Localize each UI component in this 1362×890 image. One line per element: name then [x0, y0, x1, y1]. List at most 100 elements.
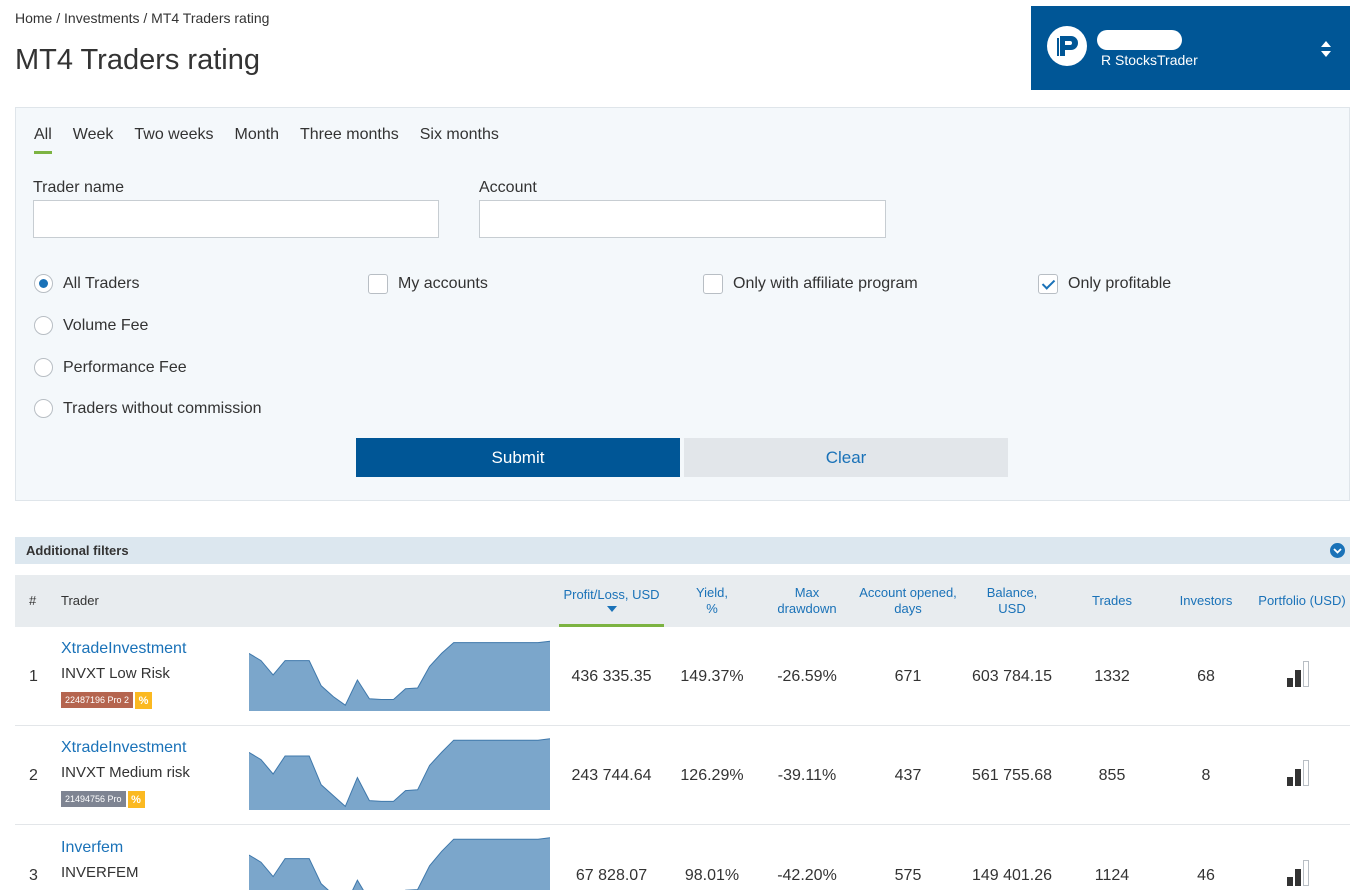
- checkbox[interactable]: [703, 274, 723, 294]
- radio-label: Traders without commission: [63, 399, 262, 417]
- submit-button[interactable]: Submit: [356, 438, 680, 477]
- balance-value: 603 784.15: [971, 668, 1053, 685]
- profit-sparkline: [249, 738, 550, 810]
- col-opened-line2: days: [894, 601, 922, 616]
- trader-name-link[interactable]: Inverfem: [61, 839, 124, 856]
- radio-button[interactable]: [34, 399, 53, 418]
- trader-name-link[interactable]: XtradeInvestment: [61, 640, 187, 657]
- trader-name-label: Trader name: [33, 179, 124, 196]
- yield-value: 98.01%: [684, 867, 740, 884]
- checkbox[interactable]: [1038, 274, 1058, 294]
- checkbox-label: My accounts: [398, 275, 488, 292]
- trader-strategy: INVXT Low Risk: [61, 665, 170, 682]
- row-rank: 3: [29, 867, 38, 884]
- trader-name-input[interactable]: [33, 200, 439, 238]
- clear-button[interactable]: Clear: [684, 438, 1008, 477]
- breadcrumb[interactable]: Home / Investments / MT4 Traders rating: [15, 10, 270, 26]
- checkbox-label: Only profitable: [1068, 275, 1172, 292]
- trader-name-link[interactable]: XtradeInvestment: [61, 739, 187, 756]
- col-balance[interactable]: Balance, USD: [973, 575, 1051, 627]
- sparkline-line: [249, 640, 550, 706]
- account-badge: 22487196 Pro 2: [61, 692, 134, 708]
- trader-strategy: INVERFEM: [61, 864, 139, 881]
- col-opened-line1: Account opened,: [859, 585, 957, 600]
- trader-strategy: INVXT Medium risk: [61, 764, 190, 781]
- account-platform: R StocksTrader: [1101, 52, 1198, 68]
- percent-badge: %: [135, 692, 153, 709]
- table-row[interactable]: 3 Inverfem INVERFEM 67 828.07 98.01% -42…: [15, 825, 1350, 890]
- badge-group: 21494756 Pro %: [61, 791, 145, 808]
- investors-value: 68: [1197, 668, 1215, 685]
- yield-value: 149.37%: [680, 668, 744, 685]
- col-yield-line1: Yield,: [695, 585, 729, 600]
- radio-volume-fee[interactable]: Volume Fee: [34, 316, 148, 335]
- radio-performance-fee[interactable]: Performance Fee: [34, 358, 187, 377]
- col-yield-line2: %: [706, 601, 718, 616]
- drawdown-value: -26.59%: [777, 668, 837, 685]
- percent-badge: %: [127, 791, 145, 808]
- tab-six-months[interactable]: Six months: [419, 126, 499, 143]
- account-name-redacted: [1097, 30, 1182, 50]
- checkbox-only-profitable[interactable]: Only profitable: [1038, 274, 1171, 294]
- col-opened[interactable]: Account opened, days: [853, 575, 963, 627]
- col-drawdown[interactable]: Max drawdown: [767, 575, 847, 627]
- account-badge: 21494756 Pro: [61, 791, 126, 807]
- sparkline-line: [249, 738, 550, 808]
- table-header: # Trader Profit/Loss, USD Yield, % Max d…: [15, 575, 1350, 627]
- investors-value: 46: [1197, 867, 1215, 884]
- opened-days-value: 575: [894, 867, 922, 884]
- profit-value: 67 828.07: [575, 867, 648, 884]
- chevron-down-icon[interactable]: [1330, 543, 1345, 558]
- additional-filters-bar[interactable]: Additional filters: [15, 537, 1350, 564]
- investors-value: 8: [1201, 767, 1211, 784]
- sort-toggle-icon[interactable]: [1320, 40, 1332, 58]
- col-yield[interactable]: Yield, %: [671, 575, 753, 627]
- account-label: Account: [479, 179, 537, 196]
- radio-all-traders[interactable]: All Traders: [34, 274, 139, 293]
- col-portfolio[interactable]: Portfolio (USD): [1258, 593, 1346, 608]
- account-switcher[interactable]: R StocksTrader: [1031, 6, 1350, 90]
- radio-without-commission[interactable]: Traders without commission: [34, 399, 262, 418]
- balance-value: 561 755.68: [971, 767, 1053, 784]
- col-balance-line2: USD: [998, 601, 1026, 616]
- portfolio-bars-icon[interactable]: [1287, 661, 1317, 687]
- account-input[interactable]: [479, 200, 886, 238]
- opened-days-value: 671: [894, 668, 922, 685]
- table-row[interactable]: 2 XtradeInvestment INVXT Medium risk 214…: [15, 726, 1350, 825]
- radio-label: Performance Fee: [63, 358, 187, 376]
- col-trades[interactable]: Trades: [1092, 593, 1132, 608]
- trades-value: 1332: [1094, 668, 1130, 685]
- checkbox-my-accounts[interactable]: My accounts: [368, 274, 488, 294]
- radio-button[interactable]: [34, 274, 53, 293]
- opened-days-value: 437: [894, 767, 922, 784]
- portfolio-bars-icon[interactable]: [1287, 760, 1317, 786]
- table-row[interactable]: 1 XtradeInvestment INVXT Low Risk 224871…: [15, 627, 1350, 726]
- col-profit[interactable]: Profit/Loss, USD: [559, 575, 664, 627]
- sparkline-area: [249, 641, 550, 711]
- checkbox[interactable]: [368, 274, 388, 294]
- trades-value: 1124: [1094, 867, 1130, 884]
- profit-sparkline: [249, 640, 550, 711]
- profit-value: 243 744.64: [571, 767, 652, 784]
- radio-button[interactable]: [34, 316, 53, 335]
- tab-week[interactable]: Week: [72, 126, 114, 143]
- portfolio-bars-icon[interactable]: [1287, 860, 1317, 886]
- col-trader: Trader: [61, 593, 99, 608]
- tab-two-weeks[interactable]: Two weeks: [134, 126, 214, 143]
- sort-desc-icon: [606, 606, 617, 612]
- col-investors[interactable]: Investors: [1179, 593, 1233, 608]
- tab-all[interactable]: All: [34, 126, 52, 154]
- badge-group: 22487196 Pro 2 %: [61, 692, 153, 709]
- checkbox-label: Only with affiliate program: [733, 275, 918, 292]
- filter-panel: All Week Two weeks Month Three months Si…: [15, 107, 1350, 501]
- radio-button[interactable]: [34, 358, 53, 377]
- period-tabs: All Week Two weeks Month Three months Si…: [34, 126, 520, 154]
- tab-three-months[interactable]: Three months: [300, 126, 399, 143]
- profit-sparkline: [249, 837, 550, 890]
- page-title: MT4 Traders rating: [15, 44, 260, 76]
- trades-value: 855: [1098, 767, 1126, 784]
- checkbox-affiliate[interactable]: Only with affiliate program: [703, 274, 918, 294]
- tab-month[interactable]: Month: [234, 126, 279, 143]
- col-profit-label: Profit/Loss, USD: [563, 587, 660, 602]
- row-rank: 2: [29, 767, 38, 784]
